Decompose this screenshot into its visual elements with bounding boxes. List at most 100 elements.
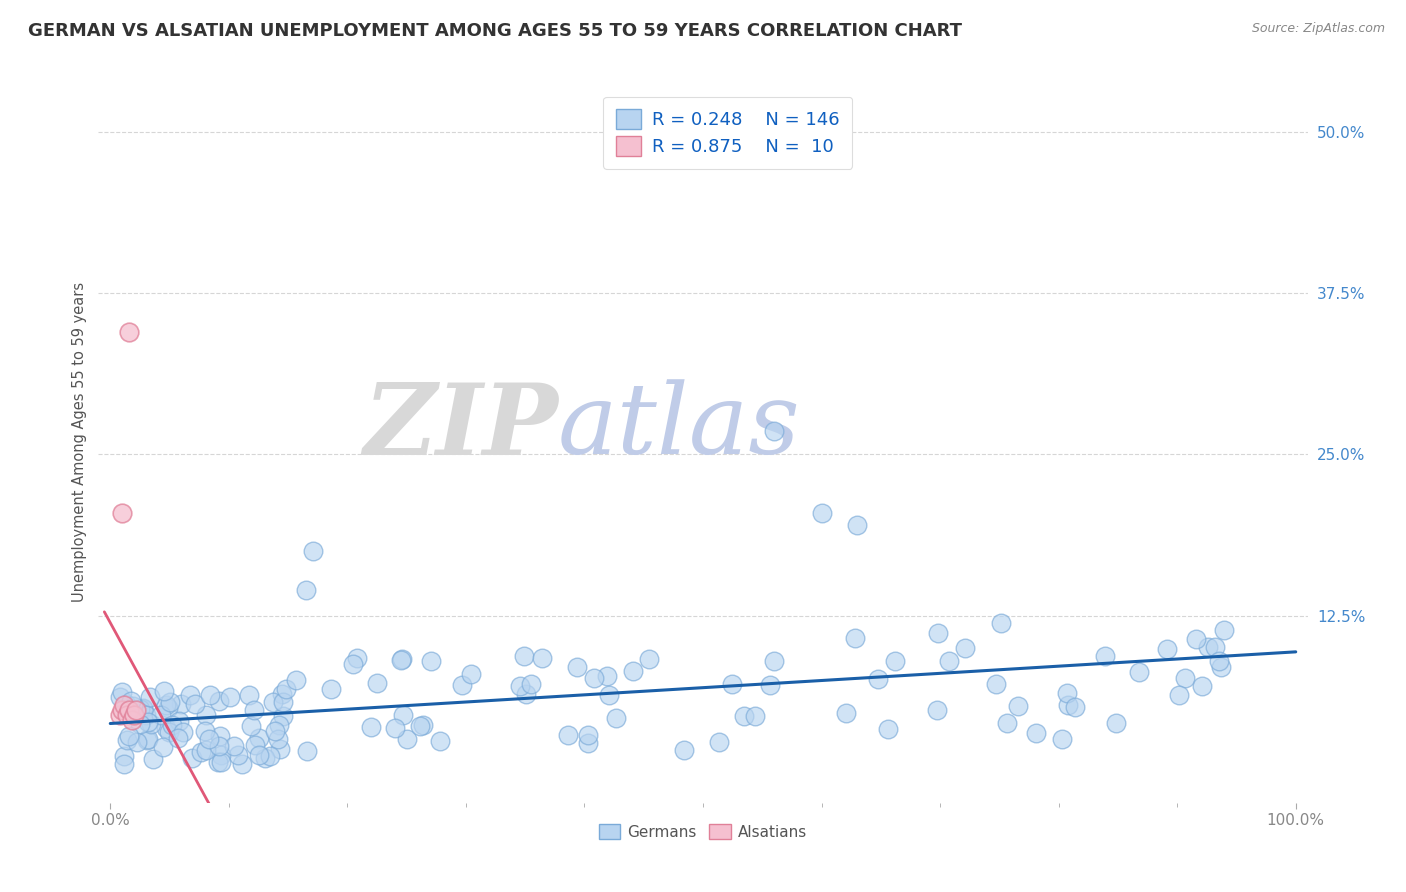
Point bbox=[139, 690, 162, 705]
Point bbox=[172, 724, 194, 739]
Point bbox=[1156, 641, 1178, 656]
Point bbox=[1105, 716, 1128, 731]
Point bbox=[884, 654, 907, 668]
Point bbox=[125, 703, 148, 717]
Point bbox=[179, 689, 201, 703]
Point bbox=[117, 732, 139, 747]
Point bbox=[226, 748, 249, 763]
Point bbox=[132, 700, 155, 714]
Point bbox=[254, 751, 277, 765]
Point bbox=[167, 714, 190, 728]
Point bbox=[557, 728, 579, 742]
Point bbox=[520, 677, 543, 691]
Point bbox=[222, 739, 245, 754]
Point bbox=[1197, 640, 1219, 654]
Point bbox=[621, 664, 644, 678]
Point bbox=[243, 738, 266, 752]
Point bbox=[127, 734, 149, 748]
Point bbox=[1208, 654, 1230, 668]
Point bbox=[451, 678, 474, 692]
Point bbox=[1204, 640, 1226, 654]
Point bbox=[846, 518, 869, 533]
Point bbox=[114, 698, 136, 712]
Point bbox=[118, 729, 141, 743]
Point bbox=[169, 698, 191, 712]
Point bbox=[219, 690, 242, 704]
Point bbox=[990, 616, 1012, 631]
Point bbox=[360, 720, 382, 734]
Point bbox=[238, 688, 260, 702]
Point bbox=[118, 325, 141, 339]
Point bbox=[294, 582, 316, 597]
Point bbox=[515, 687, 537, 701]
Point bbox=[198, 732, 221, 747]
Point bbox=[1128, 665, 1150, 679]
Point bbox=[925, 703, 948, 717]
Point bbox=[578, 727, 600, 741]
Point bbox=[762, 654, 785, 668]
Point bbox=[297, 744, 319, 758]
Point bbox=[111, 685, 134, 699]
Point bbox=[927, 626, 949, 640]
Point bbox=[396, 732, 419, 747]
Point bbox=[1209, 660, 1232, 674]
Point bbox=[247, 731, 270, 746]
Point bbox=[744, 709, 766, 723]
Point bbox=[758, 678, 780, 692]
Point bbox=[319, 681, 342, 696]
Point bbox=[582, 671, 605, 685]
Point bbox=[136, 715, 159, 730]
Point bbox=[763, 424, 786, 438]
Point bbox=[284, 673, 307, 687]
Point bbox=[180, 751, 202, 765]
Point bbox=[995, 716, 1018, 731]
Point bbox=[247, 747, 270, 762]
Point bbox=[209, 747, 232, 762]
Point bbox=[190, 745, 212, 759]
Point bbox=[115, 698, 138, 712]
Point bbox=[844, 631, 866, 645]
Point bbox=[1056, 686, 1078, 700]
Point bbox=[389, 652, 412, 666]
Point bbox=[810, 506, 832, 520]
Point bbox=[209, 755, 232, 769]
Point bbox=[565, 660, 588, 674]
Point bbox=[157, 700, 180, 714]
Point bbox=[159, 695, 181, 709]
Point bbox=[605, 710, 627, 724]
Point bbox=[129, 717, 152, 731]
Point bbox=[208, 694, 231, 708]
Point bbox=[208, 729, 231, 743]
Point bbox=[231, 756, 253, 771]
Y-axis label: Unemployment Among Ages 55 to 59 years: Unemployment Among Ages 55 to 59 years bbox=[72, 282, 87, 601]
Point bbox=[346, 651, 368, 665]
Point bbox=[1050, 731, 1073, 746]
Point bbox=[955, 641, 977, 656]
Point bbox=[263, 724, 285, 739]
Point bbox=[136, 731, 159, 746]
Point bbox=[707, 734, 730, 748]
Point bbox=[121, 713, 143, 727]
Point bbox=[1025, 726, 1047, 740]
Point bbox=[152, 739, 174, 754]
Point bbox=[208, 739, 231, 754]
Point bbox=[149, 708, 172, 723]
Point bbox=[108, 708, 131, 723]
Point bbox=[429, 733, 451, 747]
Point bbox=[271, 695, 294, 709]
Point bbox=[598, 688, 620, 702]
Text: GERMAN VS ALSATIAN UNEMPLOYMENT AMONG AGES 55 TO 59 YEARS CORRELATION CHART: GERMAN VS ALSATIAN UNEMPLOYMENT AMONG AG… bbox=[28, 22, 962, 40]
Point bbox=[136, 733, 159, 747]
Point bbox=[120, 694, 142, 708]
Point bbox=[194, 742, 217, 756]
Point bbox=[132, 702, 155, 716]
Point bbox=[938, 654, 960, 668]
Point bbox=[391, 651, 413, 665]
Point bbox=[129, 702, 152, 716]
Point bbox=[111, 703, 134, 717]
Point bbox=[1212, 624, 1234, 638]
Point bbox=[412, 717, 434, 731]
Point bbox=[160, 717, 183, 731]
Point bbox=[984, 677, 1007, 691]
Point bbox=[142, 752, 165, 766]
